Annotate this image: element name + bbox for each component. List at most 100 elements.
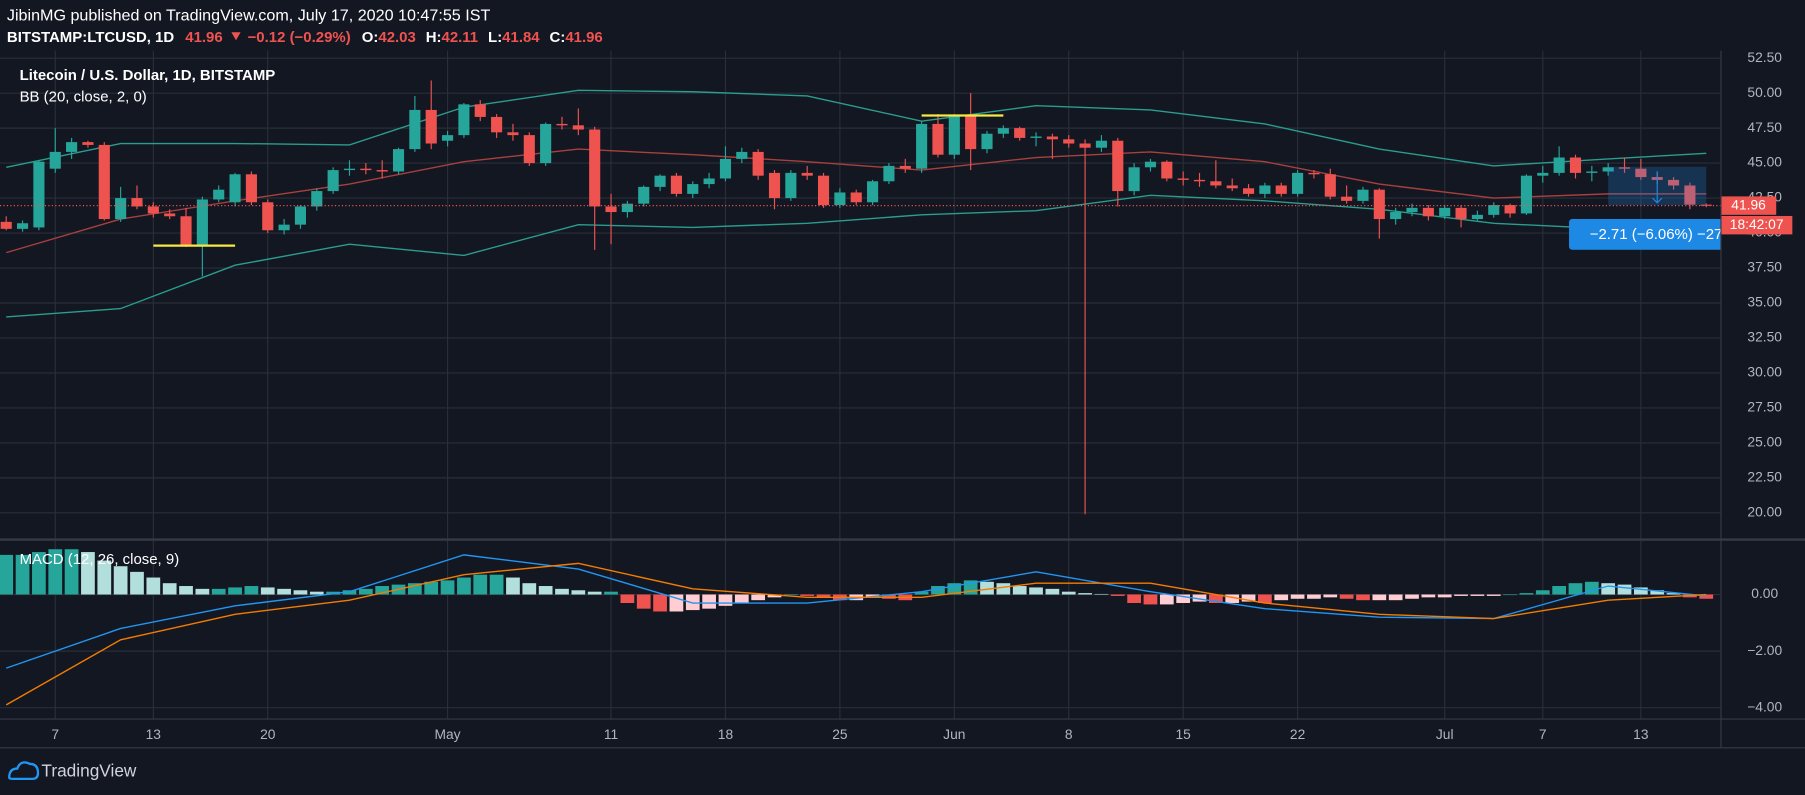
macd-bar [1094,593,1109,595]
candle-body [49,151,61,169]
pane-title: Litecoin / U.S. Dollar, 1D, BITSTAMP [20,67,276,84]
candle-body [1602,167,1614,172]
candle-body [1063,139,1075,144]
candle-body [670,175,682,194]
logo-icon[interactable] [8,761,40,781]
countdown-tag [1720,215,1793,235]
candle-body [1210,181,1222,186]
x-tick-label: 13 [146,727,162,742]
macd-bar [260,587,275,595]
y-tick-label: 35.00 [1747,295,1782,310]
candle-body [82,142,94,145]
ohlc-label: H: [426,29,442,46]
macd-bar [457,577,471,595]
candle-body [1341,196,1353,201]
macd-bar [244,586,259,595]
candle-body [507,132,519,136]
candle-body [311,191,323,207]
brand[interactable]: TradingView [41,761,136,781]
candle-body [1193,179,1206,182]
last-price: 41.96 [185,29,222,46]
candle-body [1668,179,1680,186]
x-tick-label: 18 [718,727,734,742]
ohlc-value: 41.96 [565,29,602,46]
candle-body [392,149,405,172]
macd-bar [931,586,945,595]
macd-bar [1437,594,1452,598]
macd-bar [1110,594,1125,596]
macd-bar [1339,594,1354,599]
macd-bar [146,577,161,595]
macd-bar [1143,594,1158,605]
macd-bar [1192,594,1207,602]
ohlc-value: 41.84 [502,29,540,46]
candle-body [1635,168,1647,178]
macd-bar [1552,586,1567,595]
macd-bar [1617,584,1632,595]
candle-body [1618,167,1631,169]
candle-body [965,115,977,150]
macd-bar [1454,594,1468,596]
macd-bar [179,586,193,595]
macd-bar [1486,594,1501,596]
macd-bar [1699,594,1714,599]
candle-body [1112,140,1124,192]
candle-body [376,170,388,172]
candle-body [540,123,552,164]
macd-bar [1274,594,1289,601]
macd-bar [424,581,439,595]
macd-bar [702,594,716,609]
macd-bar [980,581,994,595]
candle-body [1177,178,1189,180]
macd-bar [1078,593,1092,595]
range-arrow [1652,171,1663,204]
macd-bar [1519,593,1534,595]
price-tag-label: 41.96 [1731,197,1766,212]
candle-body [343,168,356,171]
candle-body [1553,157,1565,173]
y-tick-label: 22.50 [1747,470,1782,485]
y-tick-label: −2.00 [1747,643,1782,658]
bb-upper [6,89,1707,168]
plot-area [0,80,1721,706]
macd-bar [64,549,79,595]
macd-bar [882,594,896,599]
candle-body [1259,185,1271,194]
y-tick-label: 50.00 [1747,85,1782,100]
ohlc-value: 42.03 [378,29,415,46]
macd-bar [81,552,95,595]
macd-bar [1323,594,1338,598]
symbol: BITSTAMP:LTCUSD, 1D [7,29,174,46]
candle-body [1471,214,1483,220]
candle-body [605,206,617,213]
ohlc-value: 42.11 [442,29,479,46]
macd-bar [473,574,488,595]
candle-body [703,178,715,185]
candle-body [442,135,454,141]
candle-body [98,144,110,220]
macd-bar [1258,594,1272,604]
bb-lower [6,194,1707,318]
macd-bar [587,591,602,595]
candle-body [589,129,601,207]
candle-body [1046,136,1058,140]
y-tick-label: −4.00 [1747,699,1782,714]
candle-body [654,175,666,187]
symbol-line: BITSTAMP:LTCUSD, 1D 41.96 −0.12 (−0.29%)… [7,29,603,46]
candle-body [981,133,993,150]
ohlc-label: O: [362,29,379,46]
macd-bar [1421,594,1436,598]
candle-body [1144,161,1157,168]
candle-body [1455,207,1467,220]
macd-bar [211,588,226,595]
y-tick-label: 25.00 [1747,435,1782,450]
candle-body [1406,207,1418,213]
candle-body [883,165,895,182]
candle-body [33,161,45,228]
y-tick-label: 37.50 [1747,260,1782,275]
candle-body [474,104,486,117]
macd-bar [1307,594,1321,599]
macd-bar [293,590,308,595]
x-tick-label: 22 [1290,727,1305,742]
